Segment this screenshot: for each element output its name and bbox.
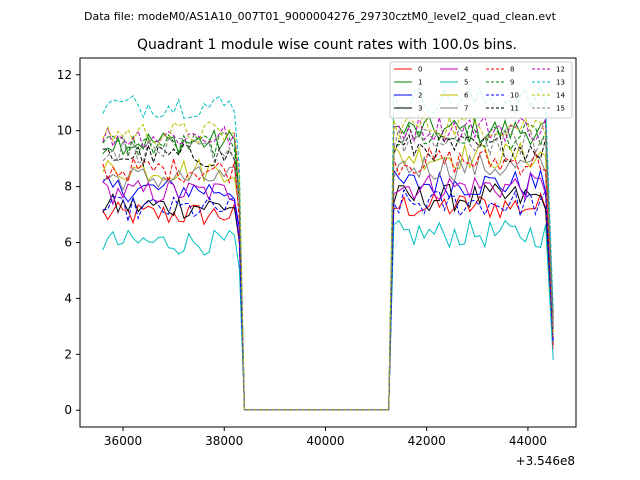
series-line-14 bbox=[102, 111, 554, 411]
y-tick-label: 6 bbox=[64, 236, 72, 250]
y-tick-label: 2 bbox=[64, 347, 72, 361]
series-line-6 bbox=[102, 141, 554, 411]
series-line-9 bbox=[102, 121, 554, 411]
x-tick-label: 42000 bbox=[408, 434, 446, 448]
data-file-suptitle: Data file: modeM0/AS1A10_007T01_90000042… bbox=[84, 10, 557, 23]
legend-label-14: 14 bbox=[556, 92, 565, 100]
legend-label-8: 8 bbox=[510, 66, 514, 74]
series-line-15 bbox=[102, 128, 554, 411]
legend-box bbox=[389, 61, 573, 119]
series-line-4 bbox=[102, 171, 554, 411]
legend-label-7: 7 bbox=[464, 105, 468, 113]
legend-label-15: 15 bbox=[556, 105, 565, 113]
legend-label-12: 12 bbox=[556, 66, 565, 74]
legend-label-2: 2 bbox=[418, 92, 422, 100]
legend-label-1: 1 bbox=[418, 79, 422, 87]
legend-label-6: 6 bbox=[464, 92, 469, 100]
x-tick-label: 36000 bbox=[104, 434, 142, 448]
legend-label-10: 10 bbox=[510, 92, 519, 100]
legend-label-0: 0 bbox=[418, 66, 422, 74]
y-tick-label: 8 bbox=[64, 180, 72, 194]
x-tick-label: 40000 bbox=[306, 434, 344, 448]
series-line-11 bbox=[102, 133, 554, 411]
y-tick-label: 4 bbox=[64, 291, 72, 305]
legend-label-11: 11 bbox=[510, 105, 519, 113]
y-tick-label: 0 bbox=[64, 403, 72, 417]
x-axis-offset-text: +3.546e8 bbox=[516, 454, 575, 468]
x-tick-label: 38000 bbox=[205, 434, 243, 448]
legend-label-9: 9 bbox=[510, 79, 514, 87]
series-line-3 bbox=[102, 183, 554, 411]
series-line-0 bbox=[102, 191, 554, 411]
series-line-5 bbox=[102, 218, 554, 411]
series-line-10 bbox=[102, 188, 554, 411]
series-line-7 bbox=[102, 152, 554, 411]
series-line-8 bbox=[102, 146, 554, 411]
chart-title: Quadrant 1 module wise count rates with … bbox=[137, 37, 517, 53]
series-line-1 bbox=[102, 115, 554, 411]
series-line-2 bbox=[102, 168, 554, 411]
series-line-12 bbox=[102, 115, 554, 411]
legend-label-13: 13 bbox=[556, 79, 565, 87]
legend-label-5: 5 bbox=[464, 79, 468, 87]
legend-label-4: 4 bbox=[464, 66, 469, 74]
x-tick-label: 44000 bbox=[509, 434, 547, 448]
legend-label-3: 3 bbox=[418, 105, 422, 113]
y-tick-label: 10 bbox=[57, 124, 72, 138]
y-tick-label: 12 bbox=[57, 68, 72, 82]
